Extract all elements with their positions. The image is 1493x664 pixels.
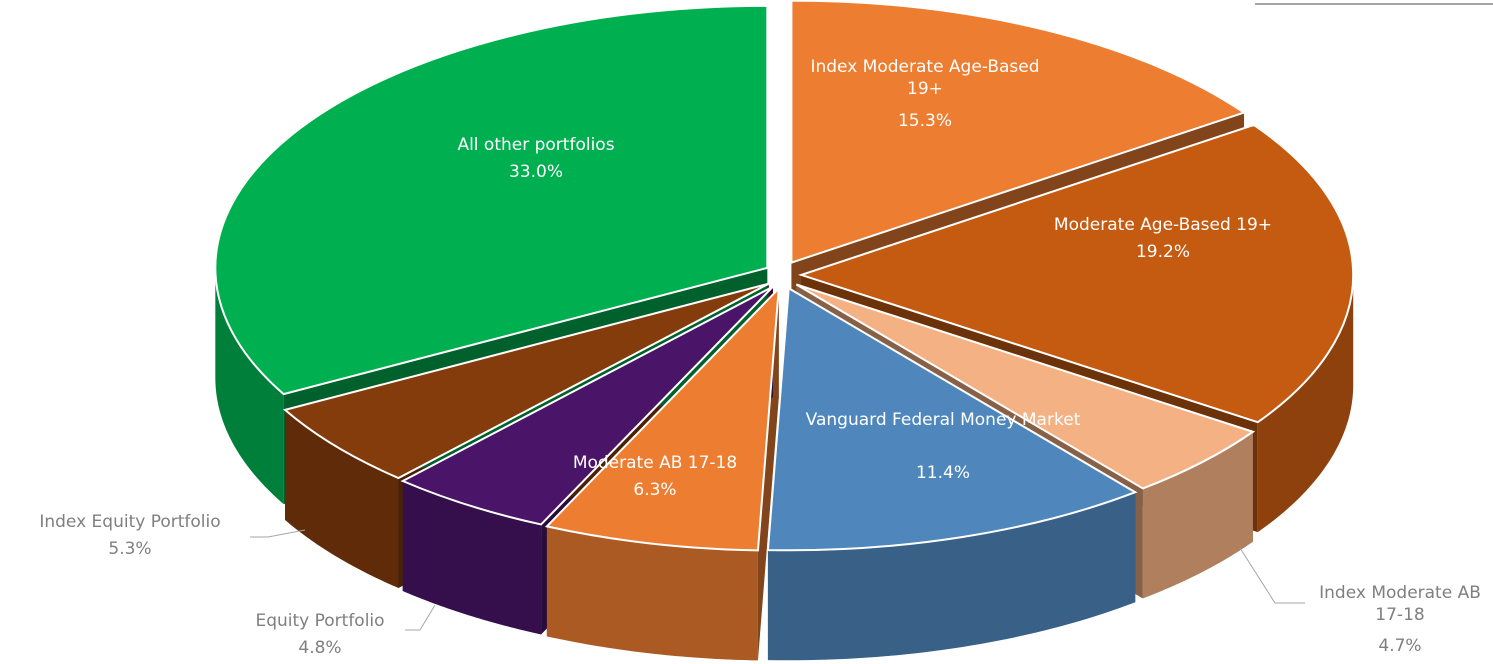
value-label: 11.4% [915,463,970,483]
slice-label: Moderate Age-Based 19+ [1053,215,1273,235]
slice-wall [215,267,284,505]
slice [797,123,1355,424]
slice-label: Vanguard Federal Money Market [805,410,1081,430]
slice-wall [546,526,758,661]
slice-wall [285,409,399,589]
slice-wall [1257,274,1354,533]
value-label: 5.3% [108,539,152,559]
slice [790,0,1247,264]
slice [400,285,774,526]
slice-label: Index Moderate Age-Based 19+ [810,57,1040,99]
slice [214,4,769,396]
value-label: 4.7% [1378,636,1422,656]
slice [544,285,780,552]
slice-wall [402,481,542,635]
slice [282,282,770,480]
slice [795,283,1256,490]
slice-wall [767,492,1136,661]
slice-label: Index Equity Portfolio [39,512,221,532]
slice-label: Index Moderate AB 17-18 [1319,583,1481,625]
leader-line [405,604,436,631]
slice-wall [1142,431,1253,599]
leader-line [250,529,306,538]
value-label: 15.3% [897,111,952,131]
slice-label: All other portfolios [457,135,615,155]
slice-label: Equity Portfolio [255,611,385,631]
value-label: 4.8% [298,638,342,658]
value-label: 19.2% [1135,242,1190,262]
value-label: 33.0% [508,162,563,182]
leader-line [1239,547,1305,604]
slice [766,286,1138,552]
slice-label: Moderate AB 17-18 [572,453,738,473]
value-label: 6.3% [633,480,677,500]
